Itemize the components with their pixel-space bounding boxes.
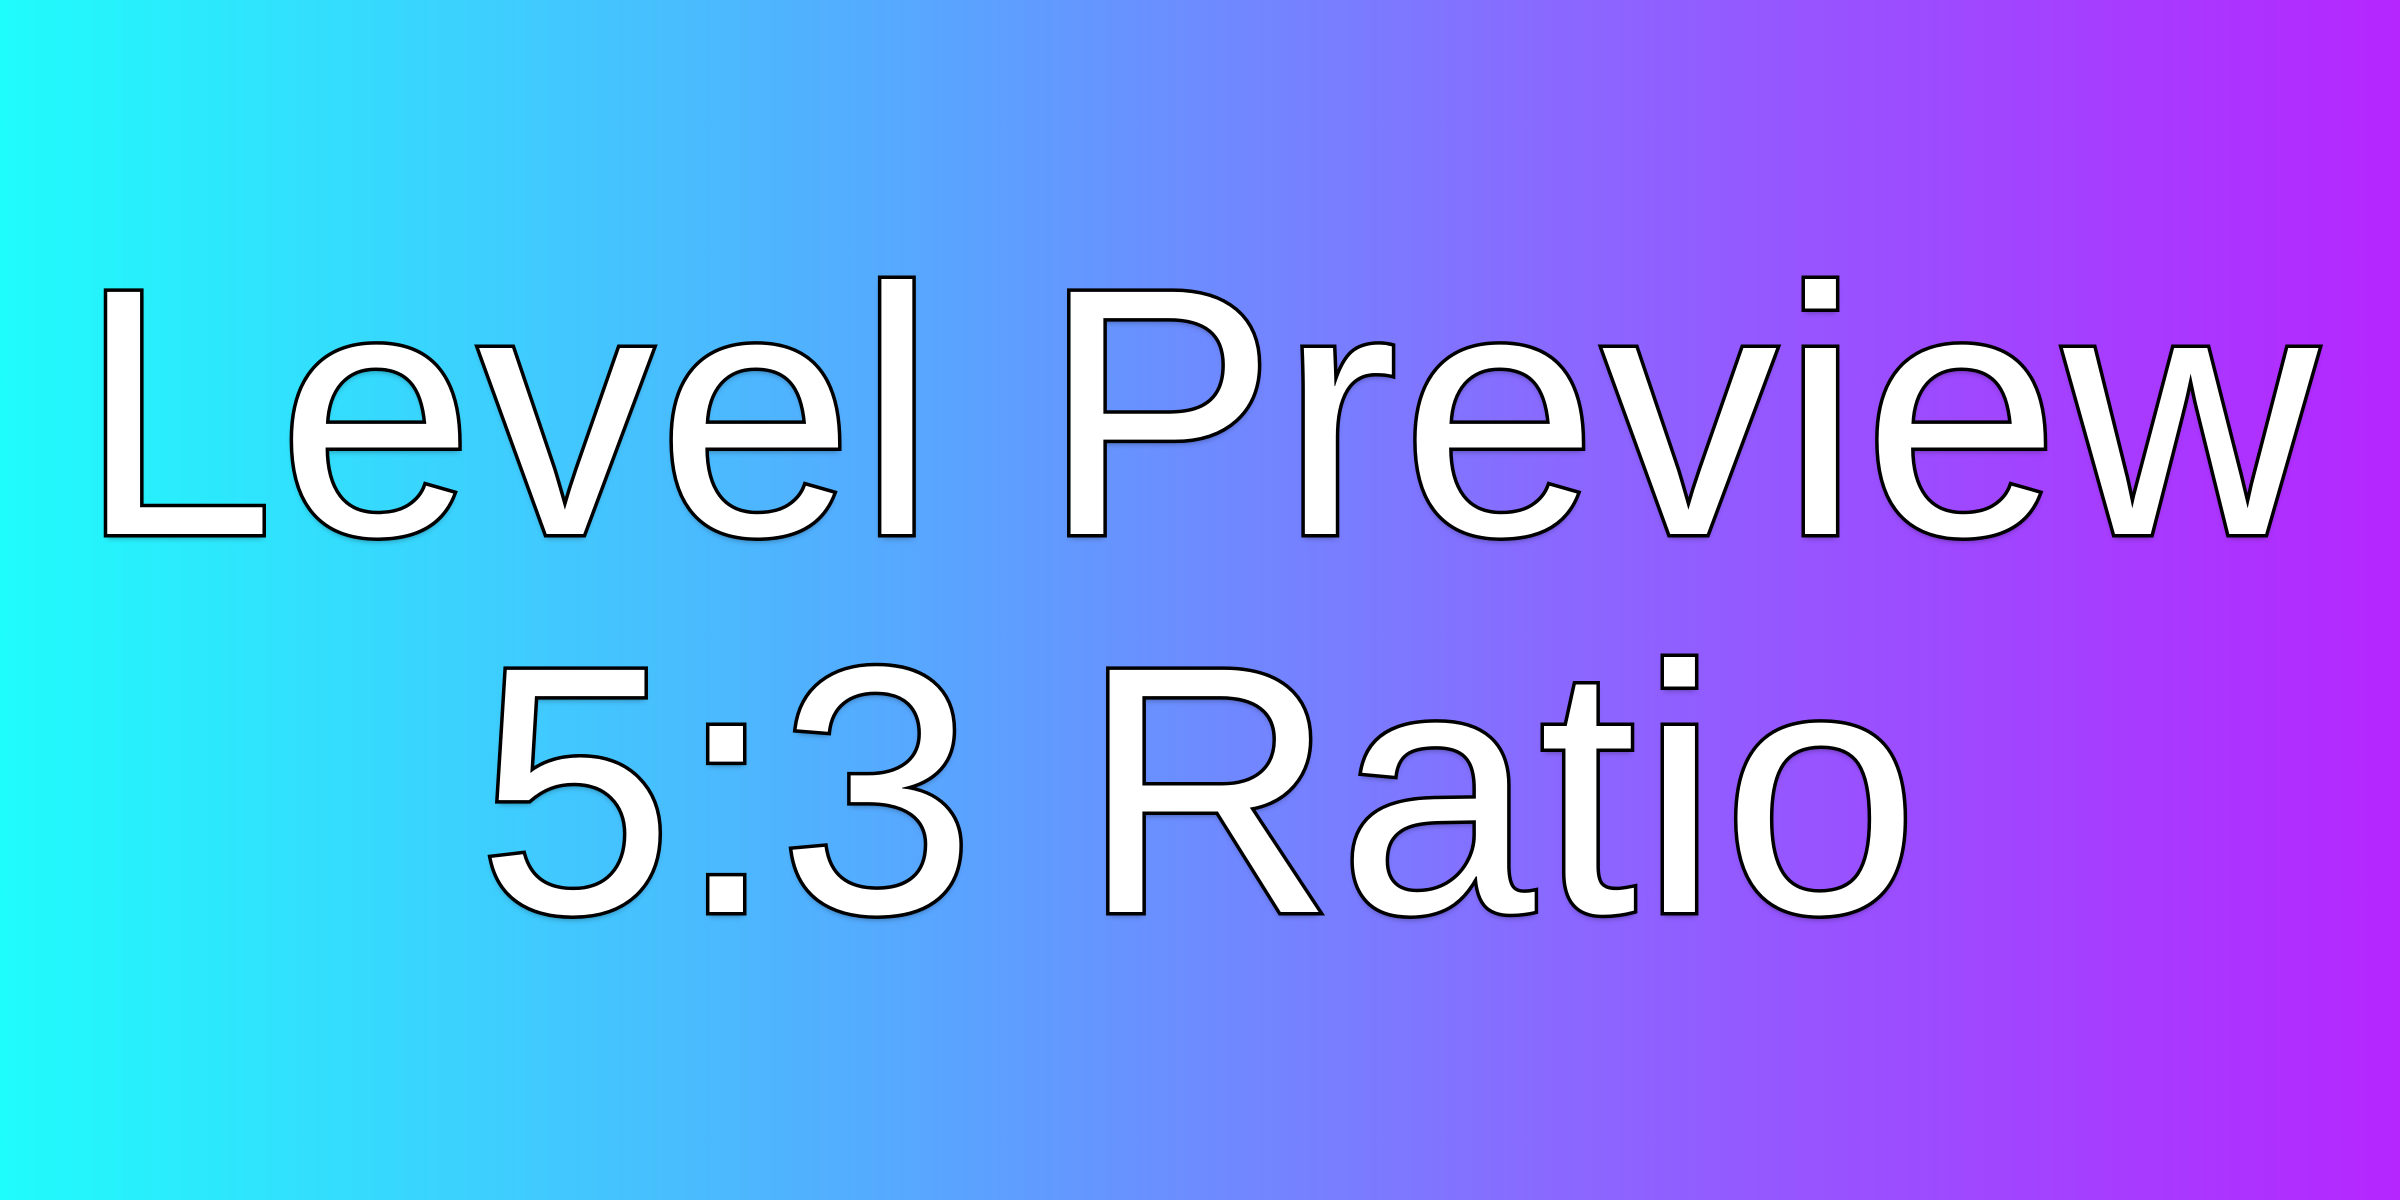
title-line-1: Level Preview	[75, 215, 2322, 609]
title-line-2: 5:3 Ratio	[474, 593, 1923, 987]
